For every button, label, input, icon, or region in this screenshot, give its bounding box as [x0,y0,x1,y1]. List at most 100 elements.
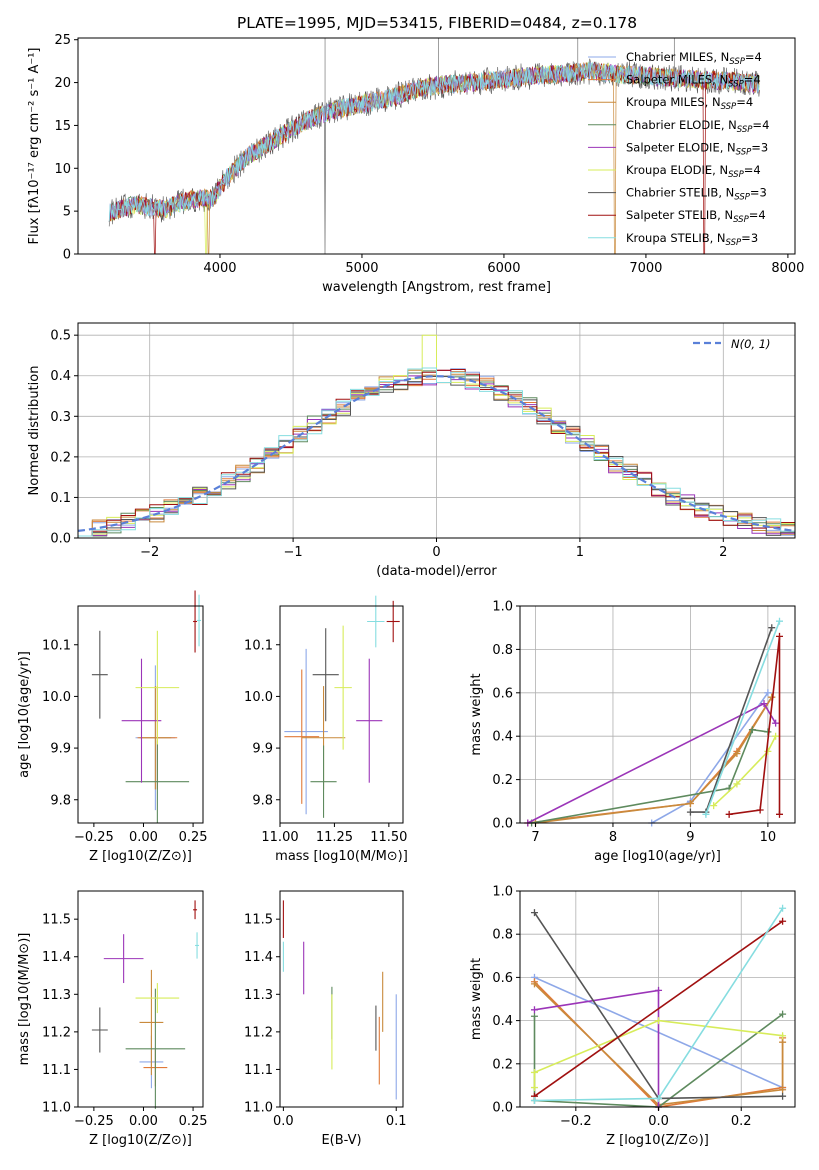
data-point-chabrier-elodie [125,740,190,823]
x-tick-label: 0.0 [273,1114,294,1129]
y-axis-label: mass [log10(M/M⊙)] [17,933,32,1066]
y-tick-label: 11.4 [42,950,71,965]
x-tick-label: 11.50 [370,830,407,845]
x-tick-label: 1 [576,545,584,560]
plot-area [284,595,400,818]
weight-series-kroupa-elodie [710,732,780,810]
y-tick-label: 25 [54,33,71,48]
y-axis-label: mass weight [469,958,484,1040]
marker [530,1068,538,1076]
x-axis-label: Z [log10(Z/Z⊙)] [89,1133,192,1148]
weight-vs-age-panel: 7 8 9 10 0.0 0.2 0.4 0.6 0.8 1.0 age [log10(age/yr… [469,600,796,864]
x-tick-label: 0.00 [129,830,158,845]
data-point-kroupa-stelib [367,595,385,648]
data-point-salpeter-stelib [193,590,198,653]
axes-frame [519,890,796,1108]
x-tick-label: 0 [432,545,440,560]
data-point-chabrier-elodie [125,988,186,1109]
y-tick-label: 11.0 [244,1101,273,1116]
marker [768,624,776,632]
x-axis-label: E(B-V) [321,1133,361,1148]
age-vs-mass-panel: 11.00 11.25 11.50 9.8 9.9 10.0 10.1 mass [log10… [244,595,408,864]
axes-frame [77,605,204,824]
legend-entry: Chabrier ELODIE, NSSP=4 [626,118,769,135]
y-tick-label: 0.0 [492,817,513,832]
x-tick-label: −0.25 [74,1114,114,1129]
y-tick-label: 0.0 [50,532,71,547]
data-point-kroupa-elodie [135,630,180,745]
weight-series-kroupa-stelib [702,617,784,818]
marker [748,726,756,734]
y-tick-label: 10.0 [42,690,71,705]
plot-area [108,38,760,255]
legend-entry: Salpeter STELIB, NSSP=4 [626,208,766,225]
y-tick-label: 10 [54,162,71,177]
legend-entry: Kroupa STELIB, NSSP=3 [626,231,758,248]
weight-vs-metallicity-panel: −0.2 0.0 0.2 0.0 0.2 0.4 0.6 0.8 1.0 Z [log10(Z/Z… [469,885,796,1148]
figure-title: PLATE=1995, MJD=53415, FIBERID=0484, z=0… [237,14,637,32]
y-tick-label: 11.5 [244,913,273,928]
data-point-salpeter-stelib [386,600,400,643]
marker [530,1097,538,1105]
y-tick-label: 0.4 [50,369,71,384]
y-tick-label: 11.5 [42,913,71,928]
plot-area [91,590,202,823]
legend-entry: Chabrier MILES, NSSP=4 [626,50,762,67]
marker [779,1092,787,1100]
x-axis-label: Z [log10(Z/Z⊙)] [89,849,192,864]
y-tick-label: 10.1 [244,638,273,653]
x-tick-label: 4000 [203,261,236,276]
x-tick-label: 0.00 [129,1114,158,1129]
x-axis-label: wavelength [Angstrom, rest frame] [322,280,551,295]
y-tick-label: 20 [54,76,71,91]
data-point-salpeter-elodie [356,658,383,783]
marker [779,1038,787,1046]
marker [530,909,538,917]
data-point-kroupa-miles [139,686,172,790]
y-tick-label: 1.0 [492,600,513,615]
marker [764,689,772,697]
spectrum-panel: Chabrier MILES, NSSP=4 Salpeter MILES, NS… [27,33,804,295]
marker [779,904,787,912]
y-tick-label: 0.2 [50,450,71,465]
y-tick-label: 0.2 [492,1057,513,1072]
y-tick-label: 0.6 [492,686,513,701]
data-point-salpeter-stelib [193,900,198,920]
x-axis-label: mass [log10(M/M⊙)] [275,849,408,864]
y-tick-label: 15 [54,119,71,134]
plot-area [524,617,784,827]
x-tick-label: 0.25 [179,830,208,845]
marker [733,750,741,758]
legend-entry: Kroupa MILES, NSSP=4 [626,95,753,112]
mass-vs-ebv-panel: 0.0 0.1 11.0 11.1 11.2 11.3 11.4 11.5 E(B-V) [244,890,407,1148]
x-tick-label: 7 [531,830,539,845]
y-tick-label: 0.6 [492,971,513,986]
x-tick-label: 10 [760,830,777,845]
legend-entry: N(0, 1) [731,337,771,351]
axes-frame [279,890,404,1108]
y-tick-label: 9.8 [50,793,71,808]
legend-entry: Salpeter ELODIE, NSSP=3 [626,140,768,157]
x-tick-label: 6000 [487,261,520,276]
y-axis-label: Normed distribution [27,366,42,496]
x-tick-label: 9 [686,830,694,845]
marker [686,808,694,816]
x-tick-label: 8 [609,830,617,845]
x-tick-label: 7000 [629,261,662,276]
y-tick-label: 11.2 [244,1025,273,1040]
marker [779,917,787,925]
y-tick-label: 11.0 [42,1101,71,1116]
y-tick-label: 0.8 [492,643,513,658]
marker [756,806,764,814]
marker [779,1010,787,1018]
y-tick-label: 0.5 [50,329,71,344]
x-tick-label: 11.25 [316,830,353,845]
data-point-kroupa-stelib [195,932,200,959]
x-tick-label: 5000 [345,261,378,276]
marker [655,1017,663,1025]
data-point-kroupa-elodie [334,625,352,750]
marker [530,1006,538,1014]
plot-area [282,900,397,1100]
y-tick-label: 1.0 [492,885,513,900]
